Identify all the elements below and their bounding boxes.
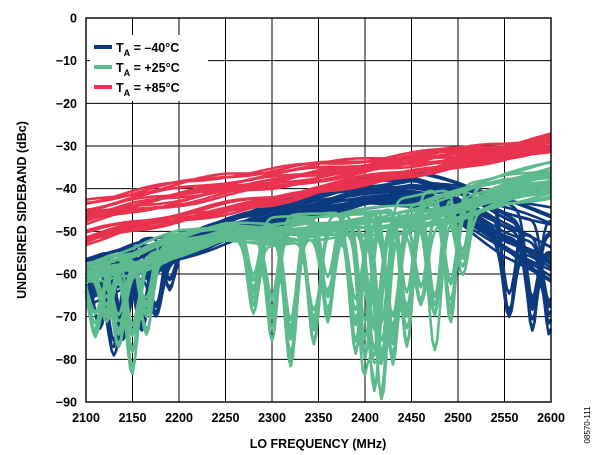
legend-label: TA = +85°C xyxy=(116,81,180,98)
y-tick-label: 0 xyxy=(70,12,77,26)
series-layer xyxy=(84,132,553,401)
tick-labels: 2100 2150 2200 2250 2300 2350 2400 2450 2500 2550… xyxy=(56,12,565,426)
plot-frame xyxy=(85,17,552,403)
legend-label-main: T xyxy=(116,61,124,75)
x-tick-label: 2400 xyxy=(351,411,379,425)
x-tick-label: 2500 xyxy=(444,411,472,425)
y-axis-title: UNDESIRED SIDEBAND (dBc) xyxy=(15,121,29,299)
y-tick-label: −70 xyxy=(56,310,77,324)
legend-label: TA = +25°C xyxy=(116,61,180,78)
x-axis-title: LO FREQUENCY (MHz) xyxy=(250,437,387,451)
series-curve xyxy=(86,171,552,314)
series-group xyxy=(84,160,552,401)
series-curve xyxy=(85,149,552,239)
series-group xyxy=(85,132,552,247)
y-tick-label: −30 xyxy=(56,140,77,154)
x-tick-label: 2100 xyxy=(72,411,100,425)
y-tick-label: −10 xyxy=(56,54,77,68)
legend-label-rest: = –40°C xyxy=(130,41,179,55)
x-tick-label: 2350 xyxy=(305,411,333,425)
series-curve xyxy=(85,141,552,223)
figure-id: 08570-111 xyxy=(583,406,592,444)
legend-label-sub: A xyxy=(124,68,131,78)
legend-label-rest: = +85°C xyxy=(130,81,179,95)
series-curve xyxy=(85,179,552,353)
legend-label-sub: A xyxy=(124,48,131,58)
series-curve xyxy=(85,140,552,218)
x-tick-label: 2150 xyxy=(119,411,147,425)
series-curve xyxy=(85,132,552,205)
legend-label: TA = –40°C xyxy=(116,41,179,58)
x-tick-label: 2600 xyxy=(537,411,565,425)
legend-label-main: T xyxy=(116,41,124,55)
y-tick-label: −50 xyxy=(56,225,77,239)
y-tick-label: −40 xyxy=(56,182,77,196)
x-tick-label: 2450 xyxy=(398,411,426,425)
legend-label-rest: = +25°C xyxy=(130,61,179,75)
legend-label-sub: A xyxy=(124,88,131,98)
y-tick-label: −80 xyxy=(56,353,77,367)
x-tick-label: 2250 xyxy=(212,411,240,425)
x-tick-label: 2200 xyxy=(165,411,193,425)
y-tick-label: −90 xyxy=(56,396,77,410)
series-curve xyxy=(85,160,552,398)
y-tick-label: −60 xyxy=(56,268,77,282)
series-curve xyxy=(85,166,552,323)
y-tick-label: −20 xyxy=(56,97,77,111)
legend: TA = –40°C TA = +25°C TA = +85°C xyxy=(90,35,208,101)
x-tick-label: 2300 xyxy=(258,411,286,425)
legend-label-main: T xyxy=(116,81,124,95)
x-tick-label: 2550 xyxy=(491,411,519,425)
